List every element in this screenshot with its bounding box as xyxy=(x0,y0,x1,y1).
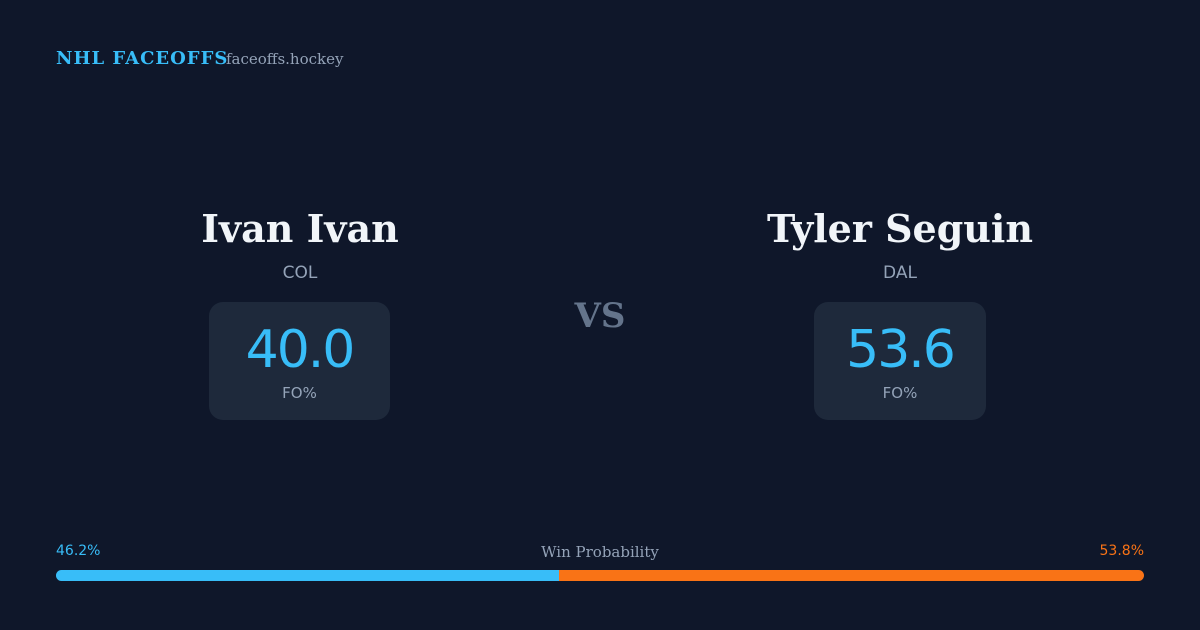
stat-card: 40.0 FO% xyxy=(209,302,390,420)
win-probability-label: Win Probability xyxy=(541,543,659,561)
away-probability: 53.8% xyxy=(1099,543,1144,559)
player-name: Tyler Seguin xyxy=(767,206,1033,251)
home-probability: 46.2% xyxy=(56,543,101,559)
fo-label: FO% xyxy=(882,384,918,402)
away-segment xyxy=(558,570,1144,581)
brand: NHL FACEOFFS xyxy=(56,48,229,69)
home-segment xyxy=(56,570,559,581)
player-team: COL xyxy=(282,263,318,283)
player-team: DAL xyxy=(883,263,917,283)
site: faceoffs.hockey xyxy=(226,50,344,68)
stat-card: 53.6 FO% xyxy=(814,302,986,420)
player-name: Ivan Ivan xyxy=(201,206,399,251)
fo-value: 53.6 xyxy=(846,320,956,380)
vs: VS xyxy=(574,296,626,336)
probability-bar xyxy=(56,570,1144,581)
fo-value: 40.0 xyxy=(245,320,356,380)
fo-label: FO% xyxy=(282,384,317,402)
